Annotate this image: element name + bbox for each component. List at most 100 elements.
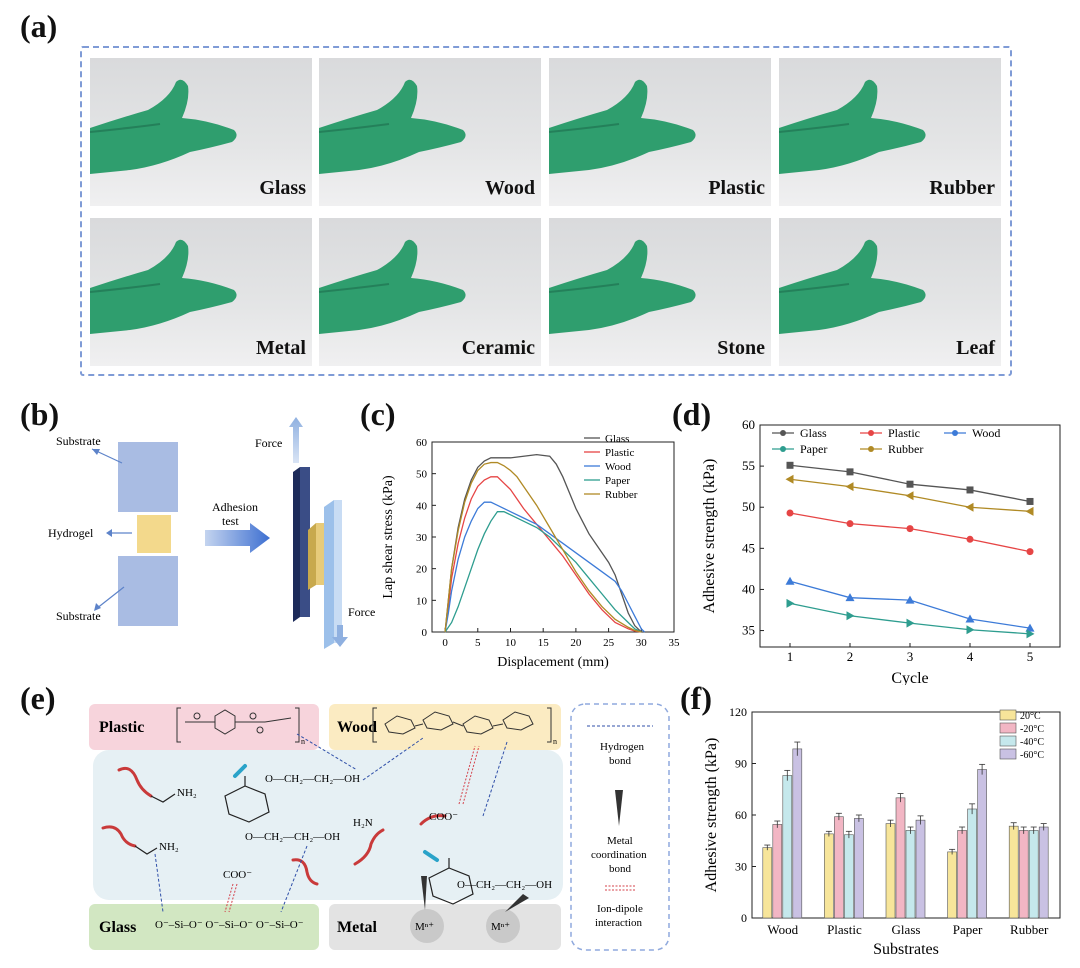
y-axis-label: Adhesive strength (kPa) — [703, 738, 720, 893]
data-point — [1026, 629, 1035, 639]
legend-label: -60°C — [1020, 750, 1044, 761]
photo-glass: Glass — [90, 58, 312, 206]
series-line-paper — [444, 511, 642, 633]
legend-label: Plastic — [888, 426, 920, 440]
gloved-hand-icon — [779, 239, 926, 334]
y-tick-label: 0 — [422, 627, 428, 639]
legend-swatch — [999, 748, 1017, 760]
legend-swatch — [999, 709, 1017, 721]
y-axis-label: Lap shear stress (kPa) — [381, 475, 396, 599]
data-point — [966, 486, 974, 494]
data-point — [785, 576, 795, 585]
data-point — [966, 625, 975, 635]
legend-hydrogen-label-1: Hydrogen — [600, 741, 644, 753]
photo-caption: Ceramic — [461, 337, 535, 359]
gloved-hand-icon — [549, 239, 696, 334]
legend-label: Wood — [605, 461, 632, 473]
panel-label-b: (b) — [20, 396, 60, 432]
photo-wood: Wood — [319, 58, 541, 206]
series-line-plastic — [444, 476, 642, 633]
y-tick-label: 40 — [416, 500, 428, 512]
data-point — [965, 502, 974, 512]
plastic-label: Plastic — [99, 719, 144, 736]
vinyl-stubs — [233, 764, 439, 862]
y-tick-label: 60 — [742, 417, 755, 432]
coordination-wedges — [421, 876, 529, 912]
legend-ion-dipole-label-1: Ion-dipole — [597, 903, 643, 915]
series-line-paper — [789, 602, 1031, 635]
legend-marker — [780, 430, 786, 436]
legend-marker — [780, 446, 786, 452]
data-point — [965, 614, 975, 623]
bar — [1028, 830, 1039, 919]
bar — [967, 808, 977, 919]
x-tick-label: Paper — [953, 922, 983, 937]
force-top-label: Force — [255, 436, 282, 450]
gloved-hand-icon — [90, 79, 237, 174]
y-tick-label: 20 — [416, 564, 428, 576]
legend-label: Paper — [800, 442, 827, 456]
backbone-bonds — [134, 776, 474, 905]
polymer-chains — [101, 766, 447, 886]
bar — [762, 847, 773, 919]
legend-coordination-label-1: Metal — [607, 835, 633, 847]
adhesion-test-diagram: Substrate Hydrogel Substrate Adhesion te… — [48, 417, 375, 649]
carboxylate-1: COO⁻ — [429, 811, 458, 823]
y-tick-label: 120 — [729, 705, 747, 719]
photo-grid-frame — [80, 46, 1012, 376]
ether-oh-1: O—CH₂—CH₂—OH — [265, 773, 360, 785]
legend-label: Rubber — [605, 489, 638, 501]
y-tick-label: 0 — [741, 911, 747, 925]
y-tick-label: 60 — [735, 808, 747, 822]
metal-ion-1 — [410, 909, 444, 943]
legend-marker — [868, 430, 874, 436]
bar — [915, 819, 926, 919]
legend-ion-dipole-label-2: interaction — [595, 917, 643, 929]
adhesion-test-label-2: test — [222, 514, 239, 528]
cellulose-chain — [372, 707, 552, 743]
photo-caption: Wood — [484, 177, 535, 199]
bond-legend-box — [570, 703, 670, 951]
photo-metal: Metal — [90, 218, 312, 366]
data-point — [1026, 497, 1034, 505]
pet-repeat-unit — [176, 707, 300, 743]
adhesive-strength-temperature-chart: 0 30 60 90 120 Wood Plastic Glass Paper Rubber Sub… — [703, 705, 1061, 958]
photo-caption: Metal — [256, 337, 306, 359]
x-tick-label: 4 — [967, 649, 974, 664]
bar — [782, 775, 793, 919]
legend-swatch — [999, 735, 1017, 747]
bar — [824, 833, 834, 919]
photo-caption: Plastic — [708, 177, 765, 199]
pet-subscript-n: n — [301, 737, 305, 746]
panel-label-a: (a) — [20, 8, 58, 44]
series-line-plastic — [789, 512, 1031, 553]
y-tick-label: 40 — [742, 581, 755, 596]
x-tick-label: 25 — [603, 637, 615, 649]
bar — [895, 797, 906, 919]
legend-label: Glass — [800, 426, 827, 440]
gloved-hand-icon — [549, 79, 696, 174]
x-tick-label: Glass — [892, 922, 921, 937]
x-tick-label: Rubber — [1010, 922, 1049, 937]
x-tick-label: Wood — [767, 922, 798, 937]
glass-label: Glass — [99, 919, 136, 936]
x-tick-label: 10 — [505, 637, 516, 649]
bar — [854, 818, 864, 919]
substrate-bottom-label: Substrate — [56, 609, 101, 623]
photo-leaf: Leaf — [779, 218, 1001, 366]
amide-h2n: H₂N — [353, 817, 373, 829]
x-tick-label: 2 — [847, 649, 854, 664]
data-point — [786, 461, 794, 469]
substrate-top-label: Substrate — [56, 434, 101, 448]
ether-oh-2: O—CH₂—CH₂—OH — [245, 831, 340, 843]
glass-substrate-box — [89, 904, 319, 950]
bottom-substrate-block — [118, 556, 178, 626]
metal-ion-label-2: Mⁿ⁺ — [491, 921, 510, 933]
ether-oh-3: O—CH₂—CH₂—OH — [457, 879, 552, 891]
x-tick-label: 3 — [907, 649, 914, 664]
data-point — [905, 595, 915, 604]
panel-label-e: (e) — [20, 680, 56, 716]
data-point — [846, 468, 854, 476]
legend-coordination-label-2: coordination — [591, 849, 647, 861]
gloved-hand-icon — [779, 79, 926, 174]
